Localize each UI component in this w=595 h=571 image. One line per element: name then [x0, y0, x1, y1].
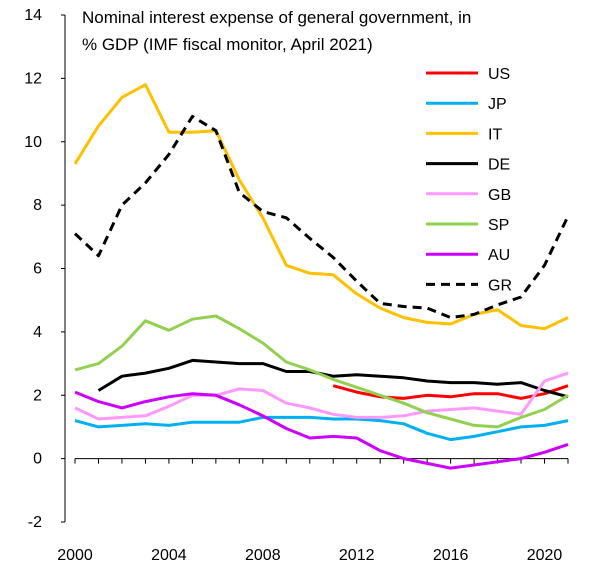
- series-line-de: [97, 358, 569, 399]
- series-line-us: [332, 384, 569, 400]
- legend-label-us: US: [488, 66, 510, 83]
- y-tick-label: 8: [33, 197, 42, 214]
- y-tick-label: 4: [33, 324, 42, 341]
- x-tick-label: 2004: [151, 547, 187, 564]
- series-line-gb: [74, 371, 569, 421]
- y-tick-label: 0: [33, 451, 42, 468]
- legend-label-gb: GB: [488, 187, 511, 204]
- y-tick-label: -2: [28, 514, 42, 531]
- axes: -2 0 2 4 6 8 10 12 14 2000 2004 2008 2012 2016 2020: [24, 7, 569, 564]
- legend-label-it: IT: [488, 126, 502, 143]
- y-tick-label: 6: [33, 261, 42, 278]
- y-tick-label: 2: [33, 387, 42, 404]
- legend-label-de: DE: [488, 157, 510, 174]
- x-tick-label: 2012: [339, 547, 375, 564]
- chart-title-line-2: % GDP (IMF fiscal monitor, April 2021): [82, 35, 373, 54]
- series-layer: [73, 83, 570, 470]
- legend-label-jp: JP: [488, 96, 507, 113]
- x-tick-label: 2020: [527, 547, 563, 564]
- series-line-jp: [74, 415, 569, 442]
- series-line-it: [73, 83, 569, 331]
- series-line-au: [74, 390, 569, 470]
- series-line-gr: [73, 114, 570, 320]
- legend-label-au: AU: [488, 247, 510, 264]
- chart-title-line-1: Nominal interest expense of general gove…: [82, 8, 471, 27]
- y-tick-label: 12: [24, 70, 42, 87]
- legend: US JP IT DE GB SP AU GR: [426, 66, 512, 294]
- x-tick-label: 2000: [57, 547, 93, 564]
- x-tick-label: 2016: [433, 547, 469, 564]
- x-tick-label: 2008: [245, 547, 281, 564]
- legend-label-gr: GR: [488, 277, 512, 294]
- legend-label-sp: SP: [488, 217, 509, 234]
- y-tick-label: 14: [24, 7, 42, 24]
- y-tick-label: 10: [24, 134, 42, 151]
- series-line-sp: [74, 314, 569, 429]
